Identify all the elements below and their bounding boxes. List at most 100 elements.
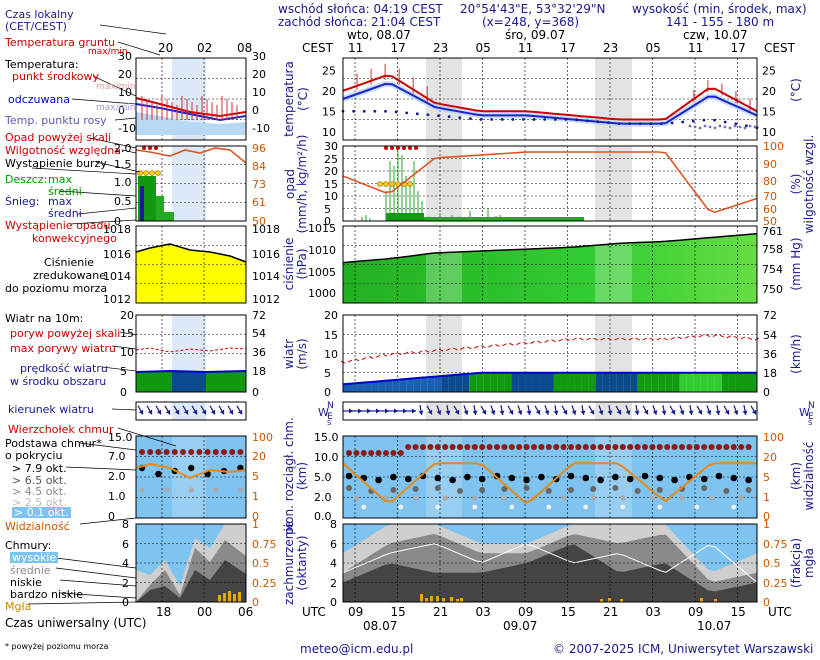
legend-visibility: Widzialność — [5, 520, 70, 533]
legend-rain: Deszcz: — [5, 173, 48, 186]
legend-cloud-top-dot — [229, 449, 236, 455]
wind-arrow-head — [463, 410, 469, 415]
legend-cloud-base-dot — [188, 487, 194, 493]
wind-arrow-head — [358, 408, 362, 414]
wind-area-segment — [469, 373, 477, 392]
wind-area-segment — [679, 372, 687, 392]
wind-arrow-head — [535, 409, 541, 415]
wind-area-segment — [658, 372, 666, 392]
legend-fog-bar — [228, 591, 231, 602]
legend-cloud-top: Wierzchołek chmur — [8, 423, 114, 436]
cb-tick-left: 15.0 — [314, 431, 339, 444]
legend-fog-tick: 1 — [252, 518, 259, 531]
series-visibility — [342, 462, 757, 505]
legend-wind-tick-right: 72 — [252, 309, 266, 322]
legend-prec-tick: 0.5 — [114, 195, 132, 208]
cloud-base-dot-65 — [590, 486, 597, 492]
legend-connector — [79, 517, 137, 525]
gust-mark — [747, 337, 753, 340]
legend-cloud-top-dot — [180, 449, 186, 455]
axis-unit-wind: (m/s) — [295, 338, 309, 369]
legend-low: niskie — [10, 576, 42, 589]
dew-point-dot — [362, 109, 366, 113]
precip-above-marker — [396, 146, 400, 150]
wind-arrow-head — [715, 410, 721, 415]
dew-point-dot — [585, 119, 589, 123]
legend-local-hour: 20 — [158, 41, 173, 55]
wind-area-segment — [686, 372, 694, 392]
dew-point-dot — [437, 114, 440, 118]
wind-arrow — [343, 408, 353, 414]
grid-coords: (x=248, y=368) — [482, 15, 580, 29]
cloud-top-dot — [545, 444, 552, 450]
storm-marker — [383, 181, 389, 187]
gust-mark — [474, 345, 479, 349]
legend-local-time-sub: (CET/CEST) — [5, 20, 67, 33]
dew-point-dot — [617, 122, 621, 125]
dew-point-dot — [490, 118, 494, 121]
gust-mark — [586, 337, 591, 341]
temp-tick-right: 25 — [762, 64, 776, 77]
legend-wind-arrow — [218, 405, 225, 415]
legend-wind-tick: 0 — [120, 386, 127, 399]
wind-area-segment — [665, 372, 673, 392]
gust-mark — [495, 343, 500, 347]
cloud-base-dot-45 — [353, 495, 359, 501]
contact-email[interactable]: meteo@icm.edu.pl — [300, 642, 414, 656]
cloud-top-dot — [427, 444, 434, 450]
legend-connector — [27, 601, 137, 605]
cloud-top-dot — [723, 444, 730, 450]
compass-w: W — [318, 406, 329, 419]
legend-press-panel-frame — [135, 225, 247, 304]
fog-tick-right: 0.25 — [763, 577, 788, 590]
gust-mark — [502, 343, 507, 347]
wind-area-segment — [518, 372, 526, 392]
ground-temp-dot — [718, 124, 722, 128]
legend-humidity-tick: 73 — [252, 178, 266, 191]
cloud-base-dot — [612, 473, 619, 481]
cloud-base-dot-65 — [479, 487, 486, 493]
legend-connector — [71, 98, 137, 105]
wind-arrow-head — [652, 410, 658, 415]
compass-w: W — [799, 406, 810, 419]
legend-conv: Wystąpienie opadu — [5, 219, 111, 232]
wind-arrow-head — [526, 410, 532, 415]
legend-connector — [92, 75, 137, 97]
wind-arrow-head — [571, 410, 577, 415]
legend-connector — [119, 331, 137, 336]
legend-rain-max: max — [48, 173, 72, 186]
legend-connector — [55, 567, 137, 579]
wind-area-segment — [483, 372, 491, 392]
dew-point-dot — [660, 122, 663, 125]
dew-point-dot — [426, 113, 430, 117]
fog-bar — [420, 594, 423, 602]
cloud-base-dot-65 — [501, 486, 508, 492]
gust-mark — [642, 337, 647, 341]
wind-arrow — [661, 404, 667, 416]
gust-mark — [389, 352, 395, 356]
wind-arrow — [652, 405, 658, 415]
legend-connector — [99, 24, 167, 35]
wind-arrow-head — [544, 410, 550, 415]
cloud-base-dot-45 — [472, 495, 478, 501]
wind-arrow-head — [436, 410, 442, 415]
legend-wind-mean: prędkość wiatru — [20, 362, 108, 375]
axis-unit-precip: (mm/h, kg/m²/h) — [295, 135, 309, 234]
utc-date-label: 08.07 — [363, 619, 397, 633]
gust-mark — [396, 352, 402, 356]
temp-panel-frame — [342, 57, 758, 141]
wind-arrow — [352, 408, 362, 414]
gust-mark — [726, 335, 732, 339]
humidity-tick-right: 100 — [763, 140, 784, 153]
wind-arrow — [463, 405, 469, 415]
legend-snow-max: max — [48, 195, 72, 208]
ground-temp-dot — [708, 125, 712, 129]
cloud-top-dot — [420, 444, 426, 450]
wind-arrow-head — [688, 410, 694, 415]
wind-arrow — [534, 405, 541, 415]
cloud-top-dot — [582, 444, 589, 450]
legend-conv2: konwekcyjnego — [32, 232, 117, 245]
cloud-base-dot-25 — [620, 504, 626, 510]
legend-wind-arrow — [155, 405, 162, 415]
wind-arrow — [553, 404, 559, 416]
